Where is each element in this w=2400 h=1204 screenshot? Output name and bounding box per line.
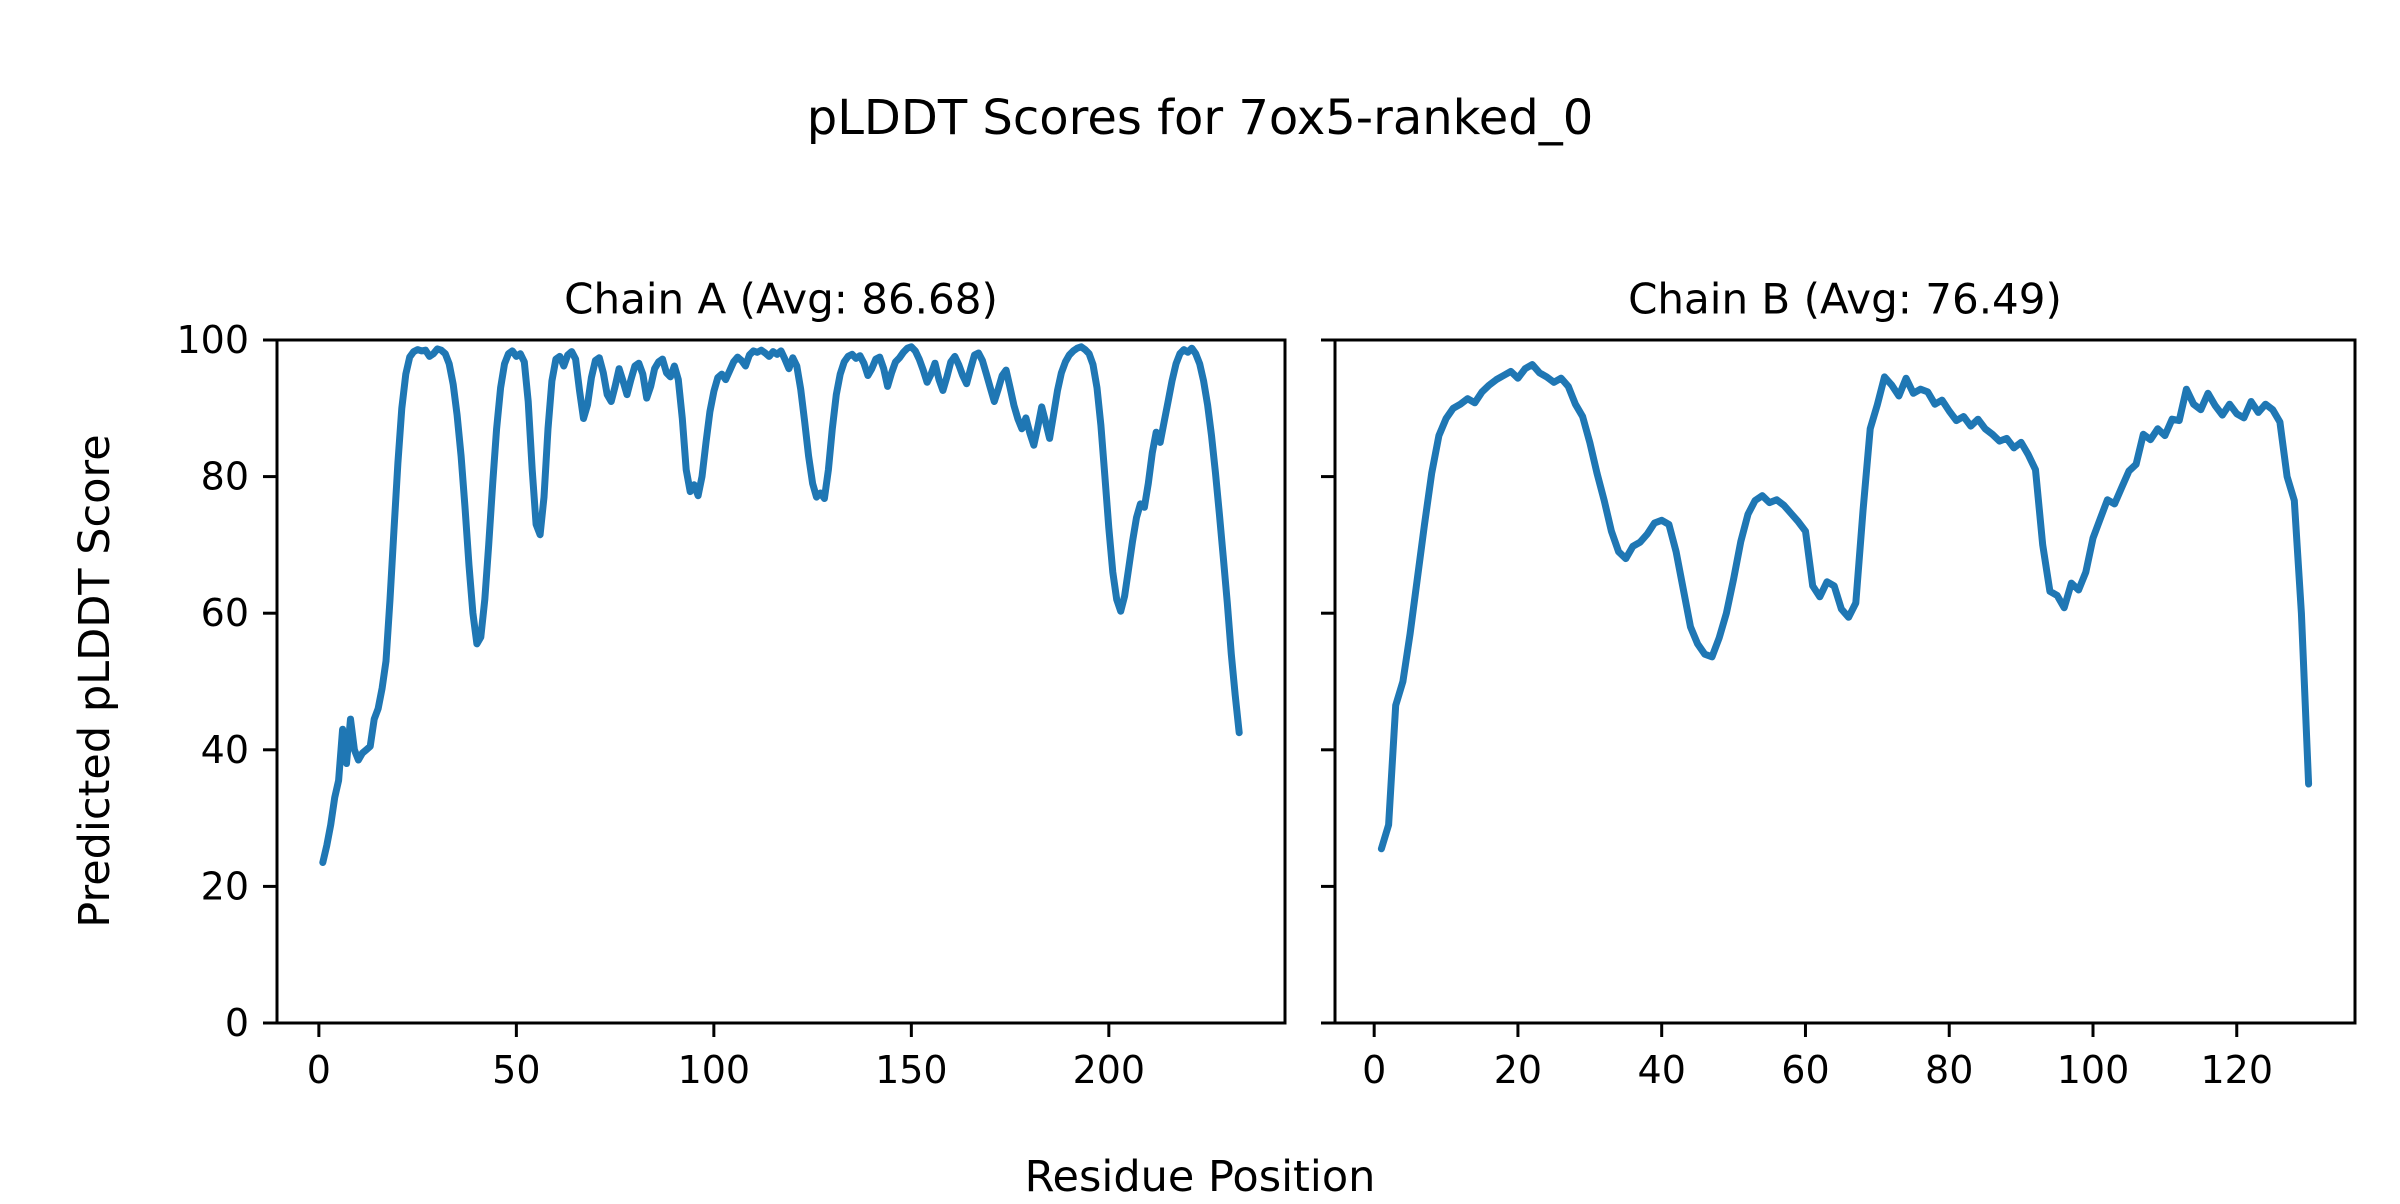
figure-title: pLDDT Scores for 7ox5-ranked_0 (806, 90, 1594, 146)
chain-a-x-tick-label: 0 (307, 1048, 331, 1092)
chain-a-y-tick-label: 40 (201, 728, 249, 772)
chain-b-axes-box (1333, 338, 2357, 1025)
chain-b-x-tick-label: 40 (1638, 1048, 1686, 1092)
chain-a-x-tick-label: 150 (875, 1048, 948, 1092)
chain-b-x-tick-label: 20 (1494, 1048, 1542, 1092)
chain-a-subplot-title: Chain A (Avg: 86.68) (564, 274, 998, 324)
chain-a-axes-box (275, 338, 1287, 1025)
chain-a-plddt-line (319, 343, 1243, 866)
chain-a-y-tick-label: 60 (201, 591, 249, 635)
chain-b-x-tick-label: 0 (1362, 1048, 1386, 1092)
chain-b-x-tick-label: 120 (2200, 1048, 2273, 1092)
chain-b-x-tick-label: 60 (1781, 1048, 1829, 1092)
chain-a-y-tick-label: 20 (201, 864, 249, 908)
y-axis-label: Predicted pLDDT Score (70, 434, 120, 928)
x-axis-label: Residue Position (1024, 1152, 1376, 1202)
chain-a-x-tick-label: 50 (492, 1048, 540, 1092)
chain-b-x-tick-label: 100 (2057, 1048, 2130, 1092)
chain-a-x-tick-label: 200 (1073, 1048, 1146, 1092)
chain-b-subplot-title: Chain B (Avg: 76.49) (1628, 274, 2062, 324)
chain-b-x-tick-label: 80 (1925, 1048, 1973, 1092)
chain-a-y-tick-label: 100 (176, 318, 249, 362)
chain-a-y-tick-label: 80 (201, 455, 249, 499)
chain-a-y-tick-label: 0 (225, 1001, 249, 1045)
chain-b-plddt-line (1377, 361, 2313, 853)
chain-a-x-tick-label: 100 (678, 1048, 751, 1092)
